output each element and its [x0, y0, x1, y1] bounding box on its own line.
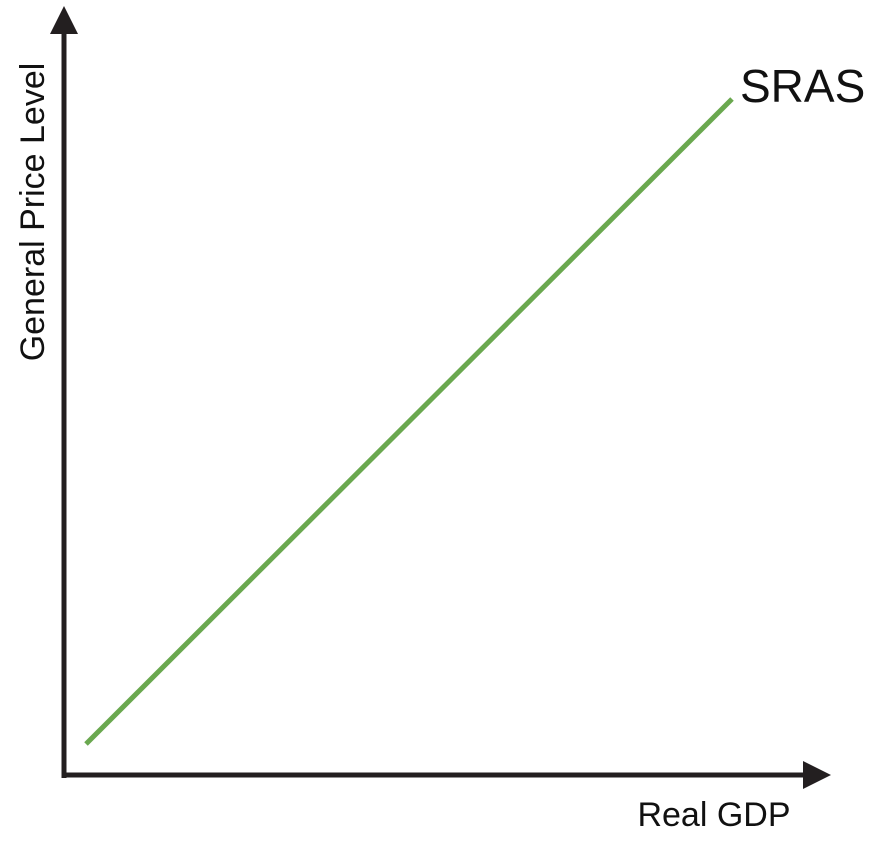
x-axis-label: Real GDP	[637, 796, 790, 834]
x-axis-arrowhead	[803, 761, 831, 789]
sras-curve	[84, 97, 734, 746]
y-axis-label: General Price Level	[14, 63, 52, 362]
y-axis-arrowhead	[50, 6, 78, 34]
sras-curve-label: SRAS	[740, 60, 865, 112]
